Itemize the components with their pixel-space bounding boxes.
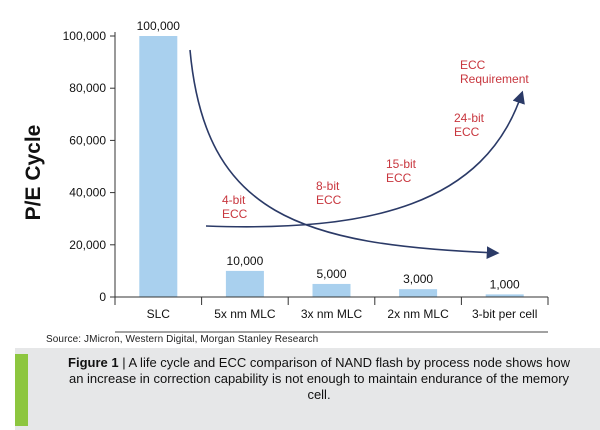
ecc-requirement-curve — [205, 90, 525, 228]
caption-label: Figure 1 — [68, 355, 119, 370]
bar-value-label: 5,000 — [316, 267, 346, 281]
annotation-line: ECC — [316, 193, 342, 207]
annotation-ecc-24bit: 24-bit ECC — [454, 111, 485, 139]
bar-value-label: 10,000 — [227, 254, 264, 268]
bar-value-label: 100,000 — [137, 19, 181, 33]
annotation-line: ECC — [222, 207, 248, 221]
annotation-line: 24-bit — [454, 111, 485, 125]
bar — [225, 270, 264, 297]
x-category-label: SLC — [147, 307, 171, 321]
x-category-label: 2x nm MLC — [387, 307, 449, 321]
figure-caption: Figure 1 | A life cycle and ECC comparis… — [15, 348, 600, 430]
bar — [485, 294, 524, 297]
x-category-label: 3x nm MLC — [301, 307, 363, 321]
y-tick-label: 40,000 — [69, 186, 106, 200]
y-tick-label: 60,000 — [69, 133, 106, 147]
annotation-line: 15-bit — [386, 157, 417, 171]
y-tick-label: 0 — [99, 290, 106, 304]
x-category-label: 5x nm MLC — [214, 307, 276, 321]
annotation-line: ECC — [460, 58, 486, 72]
annotation-line: 4-bit — [222, 193, 246, 207]
annotation-line: Requirement — [460, 72, 529, 86]
bar — [399, 289, 438, 297]
y-axis-title: P/E Cycle — [22, 125, 45, 221]
annotation-line: ECC — [454, 125, 480, 139]
x-category-label: 3-bit per cell — [472, 307, 537, 321]
y-tick-label: 100,000 — [63, 29, 107, 43]
annotation-ecc-4bit: 4-bit ECC — [222, 193, 248, 221]
y-tick-label: 80,000 — [69, 81, 106, 95]
y-tick-label: 20,000 — [69, 238, 106, 252]
source-note: Source: JMicron, Western Digital, Morgan… — [46, 334, 319, 345]
caption-text: Figure 1 | A life cycle and ECC comparis… — [59, 355, 579, 403]
caption-accent-bar — [15, 354, 28, 426]
annotation-ecc-15bit: 15-bit ECC — [386, 157, 417, 185]
caption-body: A life cycle and ECC comparison of NAND … — [68, 355, 570, 402]
bar — [139, 36, 178, 297]
endurance-curve — [189, 49, 500, 259]
annotation-ecc-8bit: 8-bit ECC — [316, 179, 342, 207]
annotation-line: ECC — [386, 171, 412, 185]
bar-value-label: 1,000 — [490, 277, 520, 291]
annotation-ecc-requirement: ECC Requirement — [460, 58, 529, 86]
bar-value-label: 3,000 — [403, 272, 433, 286]
bar — [312, 283, 351, 297]
chart: 100,000 10,000 5,000 3,000 1,000 P/E Cycle 0… — [22, 19, 549, 333]
caption-separator: | — [118, 355, 129, 370]
annotation-line: 8-bit — [316, 179, 340, 193]
